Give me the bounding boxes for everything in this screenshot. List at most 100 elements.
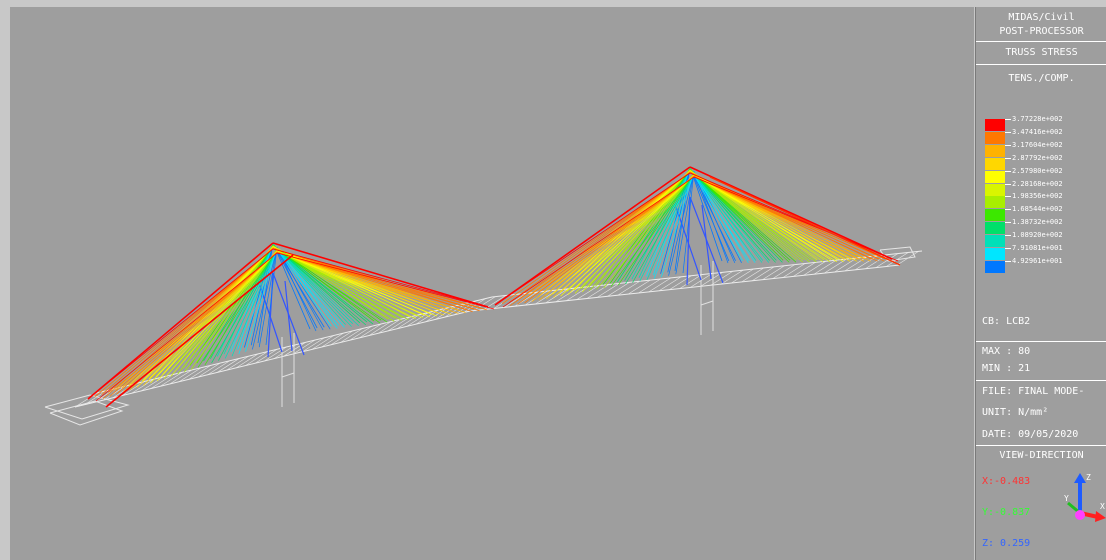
- stay-cable: [610, 173, 695, 287]
- view-y: Y:-0.837: [982, 507, 1031, 518]
- deck-beam: [349, 325, 373, 341]
- stay-cable: [693, 174, 844, 262]
- deck-beam: [545, 288, 568, 304]
- stay-cable: [276, 248, 374, 325]
- pier: [700, 300, 714, 306]
- stay-cable: [589, 173, 695, 291]
- deck-beam: [425, 307, 448, 323]
- stay-cable: [276, 250, 423, 319]
- pylon-leg: [701, 204, 712, 280]
- deck-beam: [576, 285, 599, 300]
- stay-cable: [531, 175, 695, 302]
- stay-cable: [252, 247, 278, 350]
- deck-beam: [597, 283, 620, 298]
- stay-cable: [693, 173, 817, 263]
- stay-cable: [276, 248, 359, 326]
- legend-swatch: [985, 235, 1005, 248]
- stay-cable: [224, 248, 278, 359]
- stay-cable: [689, 166, 723, 262]
- legend-value: 3.17604e+002: [1012, 140, 1063, 149]
- stay-cable: [238, 247, 278, 355]
- stay-cable: [709, 176, 901, 266]
- stay-cable: [559, 170, 691, 294]
- stay-cable: [693, 174, 831, 263]
- legend-value: 1.68544e+002: [1012, 205, 1063, 214]
- deck-beam: [762, 265, 785, 280]
- divider: [976, 341, 1106, 342]
- deck-beam: [416, 309, 439, 325]
- svg-text:Z: Z: [1086, 473, 1091, 482]
- max-element: MAX : 80: [982, 346, 1031, 357]
- stay-cable: [646, 172, 695, 280]
- divider: [976, 380, 1106, 381]
- deck-beam: [217, 358, 240, 373]
- deck-beam: [311, 335, 335, 350]
- deck-beam: [150, 374, 174, 389]
- stay-cable: [545, 175, 695, 300]
- stay-cable: [265, 246, 278, 346]
- app-title: MIDAS/Civil: [1008, 12, 1075, 23]
- stay-cable: [653, 171, 695, 279]
- deck-beam: [648, 277, 672, 293]
- deck-beam: [504, 293, 527, 308]
- deck-beam: [803, 261, 826, 276]
- deck-beam: [368, 321, 392, 336]
- stay-cable: [693, 172, 790, 263]
- stay-cable: [245, 247, 278, 352]
- legend-tick: [1005, 196, 1011, 198]
- result-type: TRUSS STRESS: [1005, 47, 1078, 58]
- stay-cable: [218, 248, 278, 361]
- legend-swatch: [985, 222, 1005, 235]
- stay-cable: [276, 252, 495, 310]
- stay-cable: [689, 167, 736, 262]
- legend-tick: [1005, 144, 1011, 146]
- deck-beam: [607, 282, 630, 297]
- deck-beam: [782, 263, 806, 278]
- stay-cable: [538, 175, 695, 301]
- stay-cable: [596, 173, 695, 290]
- deck-beam: [245, 351, 268, 366]
- axis-triad-icon: Z X Y: [1064, 473, 1106, 522]
- divider: [976, 64, 1106, 65]
- legend-tick: [1005, 235, 1011, 237]
- stay-cable: [675, 171, 695, 275]
- deck-beam: [103, 385, 126, 401]
- stay-cable: [272, 242, 311, 330]
- legend-value: 2.28168e+002: [1012, 179, 1063, 188]
- date-label: DATE: 09/05/2020: [982, 429, 1079, 440]
- unit-label: UNIT: N/mm²: [982, 407, 1049, 418]
- deck-beam: [359, 323, 382, 339]
- abutment: [44, 394, 130, 420]
- deck-beam: [875, 253, 899, 268]
- deck-beam: [387, 316, 411, 332]
- stay-cable: [272, 242, 489, 308]
- deck-beam: [793, 262, 816, 277]
- deck-beam: [188, 365, 211, 380]
- deck-beam: [397, 314, 420, 329]
- stay-cable: [184, 249, 278, 373]
- model-viewport[interactable]: [10, 7, 974, 560]
- stay-cable: [272, 248, 489, 308]
- stay-cable: [276, 249, 402, 321]
- deck-beam: [772, 264, 795, 279]
- stay-cable: [668, 171, 695, 276]
- deck-beam: [844, 256, 868, 272]
- deck-beam: [406, 312, 429, 327]
- divider: [976, 41, 1106, 42]
- deck-beam: [226, 355, 249, 371]
- legend-tick: [1005, 183, 1011, 185]
- deck-beam: [720, 269, 744, 285]
- legend-tick: [1005, 222, 1011, 224]
- deck-beam: [473, 296, 496, 311]
- stay-cable: [693, 175, 851, 262]
- stay-cable: [639, 172, 695, 282]
- legend-tick: [1005, 248, 1011, 249]
- stay-cable: [276, 250, 431, 318]
- deck-beam: [700, 272, 723, 287]
- deck-beam: [731, 268, 754, 284]
- legend-swatch: [985, 260, 1005, 273]
- stay-cable: [693, 173, 797, 263]
- deck-beam: [207, 360, 230, 375]
- legend-tick: [1005, 131, 1011, 133]
- legend-value: 2.87792e+002: [1012, 153, 1063, 162]
